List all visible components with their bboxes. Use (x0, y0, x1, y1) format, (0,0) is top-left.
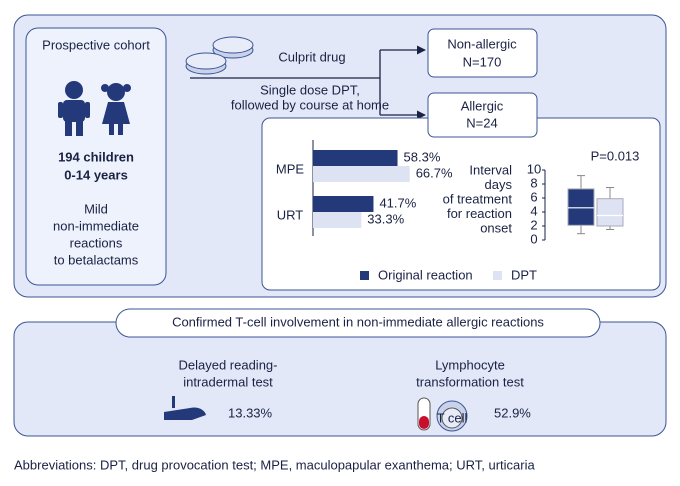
test-label: intradermal test (183, 374, 273, 389)
cohort-description: to betalactams (54, 252, 139, 267)
box (567, 188, 595, 226)
tube-icon (417, 397, 468, 432)
annotation: P=0.013 (591, 148, 640, 163)
test-label: Delayed reading- (178, 357, 277, 372)
legend-swatch (360, 271, 369, 280)
bar (313, 196, 374, 212)
outcome-box (427, 28, 538, 78)
value-label: 41.7% (379, 195, 416, 210)
bar (313, 150, 398, 166)
cohort-description: Mild (84, 201, 108, 216)
outcome-n: N=170 (463, 54, 502, 69)
pill-icon (185, 36, 254, 75)
flow-arrows (190, 45, 426, 120)
y-axis-label: days (485, 177, 513, 192)
y-axis-label: of treatment (443, 191, 513, 206)
y-tick-label: 4 (530, 203, 537, 218)
outcome-n: N=24 (466, 115, 497, 130)
test-label: transformation test (416, 374, 524, 389)
test-result: 52.9% (494, 405, 531, 420)
findings-title-box (115, 308, 601, 338)
outcome-label: Allergic (461, 98, 504, 113)
findings-panel (13, 321, 667, 437)
bar (313, 166, 410, 182)
protocol-label: followed by course at home (231, 97, 389, 112)
findings-title: Confirmed T-cell involvement in non-imme… (172, 314, 544, 329)
outcome-box (427, 92, 538, 138)
arm-icon (164, 396, 206, 420)
category-label: URT (277, 207, 304, 222)
protocol-label: Single dose DPT, (260, 82, 360, 97)
y-tick-label: 0 (530, 231, 537, 246)
y-axis-label: onset (480, 220, 512, 235)
cohort-box (25, 27, 167, 286)
cell-label: T cell (437, 410, 468, 425)
box (596, 198, 624, 227)
test-label: Lymphocyte (435, 357, 505, 372)
cohort-count: 194 children (58, 149, 134, 164)
cohort-description: reactions (70, 235, 123, 250)
y-axis-label: Interval (469, 162, 512, 177)
bar (313, 212, 362, 228)
cohort-description: non-immediate (53, 218, 139, 233)
category-label: MPE (276, 161, 305, 176)
legend-label: DPT (511, 267, 537, 282)
test-result: 13.33% (228, 405, 273, 420)
charts: MPE 58.3%66.7% URT 41.7%33.3% Original react… (276, 140, 639, 282)
y-tick-label: 8 (530, 175, 537, 190)
value-label: 66.7% (416, 165, 453, 180)
footnote: Abbreviations: DPT, drug provocation tes… (14, 457, 536, 472)
value-label: 58.3% (404, 149, 441, 164)
y-tick-label: 2 (530, 217, 537, 232)
culprit-label: Culprit drug (278, 49, 345, 64)
value-label: 33.3% (367, 211, 404, 226)
outcome-label: Non-allergic (447, 36, 517, 51)
cohort-age: 0-14 years (64, 167, 128, 182)
legend-swatch (493, 271, 502, 280)
y-tick-label: 6 (530, 189, 537, 204)
cohort-title: Prospective cohort (42, 37, 150, 52)
y-tick-label: 10 (527, 161, 541, 176)
legend-label: Original reaction (378, 267, 473, 282)
y-axis-label: for reaction (447, 206, 512, 221)
children-icon (58, 81, 131, 136)
